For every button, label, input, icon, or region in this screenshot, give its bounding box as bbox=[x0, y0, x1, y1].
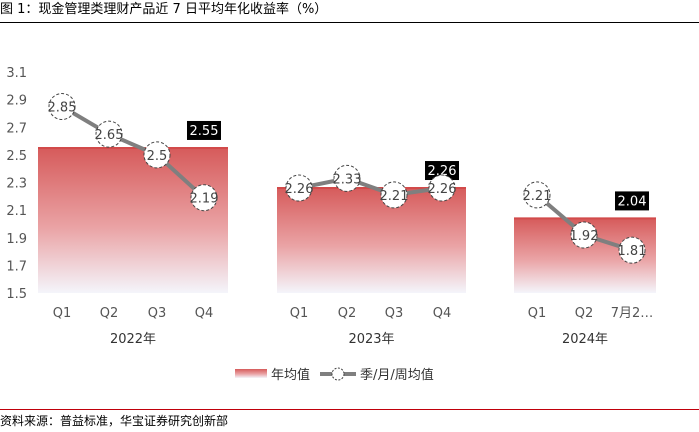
x-group-label: 2023年 bbox=[348, 332, 394, 347]
annual-average-bar bbox=[277, 188, 466, 293]
x-category-label: Q4 bbox=[195, 306, 214, 321]
y-tick-label: 2.3 bbox=[6, 177, 27, 192]
annual-average-label: 2.26 bbox=[428, 164, 457, 179]
source-text: 资料来源：普益标准，华宝证券研究创新部 bbox=[0, 414, 229, 428]
period-average-point bbox=[523, 181, 551, 209]
period-average-point bbox=[143, 141, 171, 169]
annual-average-label-box bbox=[615, 191, 649, 211]
period-average-value-label: 2.21 bbox=[380, 189, 409, 204]
period-average-point bbox=[190, 184, 218, 212]
y-tick-label: 2.7 bbox=[6, 121, 27, 136]
y-tick-label: 2.9 bbox=[6, 94, 27, 109]
annual-bars: 2.55 2.26 2.04 bbox=[38, 120, 656, 293]
annual-average-label-box bbox=[425, 161, 459, 181]
period-average-point bbox=[95, 120, 123, 148]
period-average-point bbox=[570, 221, 598, 249]
annual-average-label: 2.55 bbox=[190, 124, 219, 139]
x-category-label: Q2 bbox=[100, 306, 119, 321]
period-average-point bbox=[428, 174, 456, 202]
figure-title: 图 1：现金管理类理财产品近 7 日平均年化收益率（%） bbox=[0, 0, 699, 23]
period-average-line bbox=[298, 176, 443, 197]
y-tick-label: 3.1 bbox=[6, 66, 27, 81]
annual-average-bar bbox=[38, 147, 228, 293]
period-average-point bbox=[618, 236, 646, 264]
x-group-label: 2024年 bbox=[562, 332, 608, 347]
period-average-point bbox=[380, 181, 408, 209]
annual-average-label-box bbox=[187, 120, 221, 140]
x-category-label: Q3 bbox=[385, 306, 404, 321]
x-category-label: Q1 bbox=[53, 306, 72, 321]
legend-bar-swatch bbox=[235, 369, 267, 378]
legend-line-marker bbox=[331, 367, 345, 381]
period-average-value-label: 2.5 bbox=[147, 149, 168, 164]
x-category-label: Q2 bbox=[338, 306, 357, 321]
period-average-value-label: 2.21 bbox=[523, 189, 552, 204]
period-average-value-label: 2.26 bbox=[285, 182, 314, 197]
legend: 年均值 季/月/周均值 bbox=[235, 367, 434, 383]
x-category-label: Q4 bbox=[433, 306, 452, 321]
y-tick-label: 2.5 bbox=[6, 149, 27, 164]
x-category-label: Q1 bbox=[528, 306, 547, 321]
y-tick-label: 2.1 bbox=[6, 204, 27, 219]
period-points: 2.85 2.65 2.5 2.19 2.26 2.33 2.21 2.26 2.21 1.92 1… bbox=[48, 93, 647, 264]
period-average-value-label: 1.92 bbox=[570, 229, 599, 244]
y-axis: 1.5 1.7 1.9 2.1 2.3 2.5 2.7 2.9 3.1 bbox=[6, 66, 27, 302]
period-average-value-label: 2.26 bbox=[428, 182, 457, 197]
annual-average-label: 2.04 bbox=[618, 194, 647, 209]
x-category-label: Q1 bbox=[290, 306, 309, 321]
source-note: 资料来源：普益标准，华宝证券研究创新部 bbox=[0, 409, 699, 432]
period-average-value-label: 2.19 bbox=[190, 192, 219, 207]
x-group-label: 2022年 bbox=[110, 332, 156, 347]
x-category-label: Q3 bbox=[148, 306, 167, 321]
period-average-value-label: 2.85 bbox=[48, 101, 77, 116]
x-category-label: Q2 bbox=[575, 306, 594, 321]
x-axis: Q1 Q2 Q3 Q4 2022年 Q1 Q2 Q3 Q4 2023年 Q1 Q2 7月2…2024年 bbox=[53, 306, 654, 347]
period-average-point bbox=[285, 174, 313, 202]
y-tick-label: 1.7 bbox=[6, 259, 27, 274]
period-average-value-label: 2.33 bbox=[333, 172, 362, 187]
y-tick-label: 1.9 bbox=[6, 232, 27, 247]
figure-title-text: 图 1：现金管理类理财产品近 7 日平均年化收益率（%） bbox=[0, 2, 328, 17]
period-average-line bbox=[60, 104, 206, 200]
period-average-value-label: 2.65 bbox=[95, 128, 124, 143]
y-tick-label: 1.5 bbox=[6, 287, 27, 302]
period-average-point bbox=[48, 93, 76, 121]
period-average-value-label: 1.81 bbox=[618, 244, 647, 259]
legend-line-label: 季/月/周均值 bbox=[360, 367, 434, 383]
period-average-point bbox=[333, 164, 361, 192]
x-category-label: 7月2… bbox=[611, 306, 654, 321]
legend-bar-label: 年均值 bbox=[271, 367, 310, 383]
